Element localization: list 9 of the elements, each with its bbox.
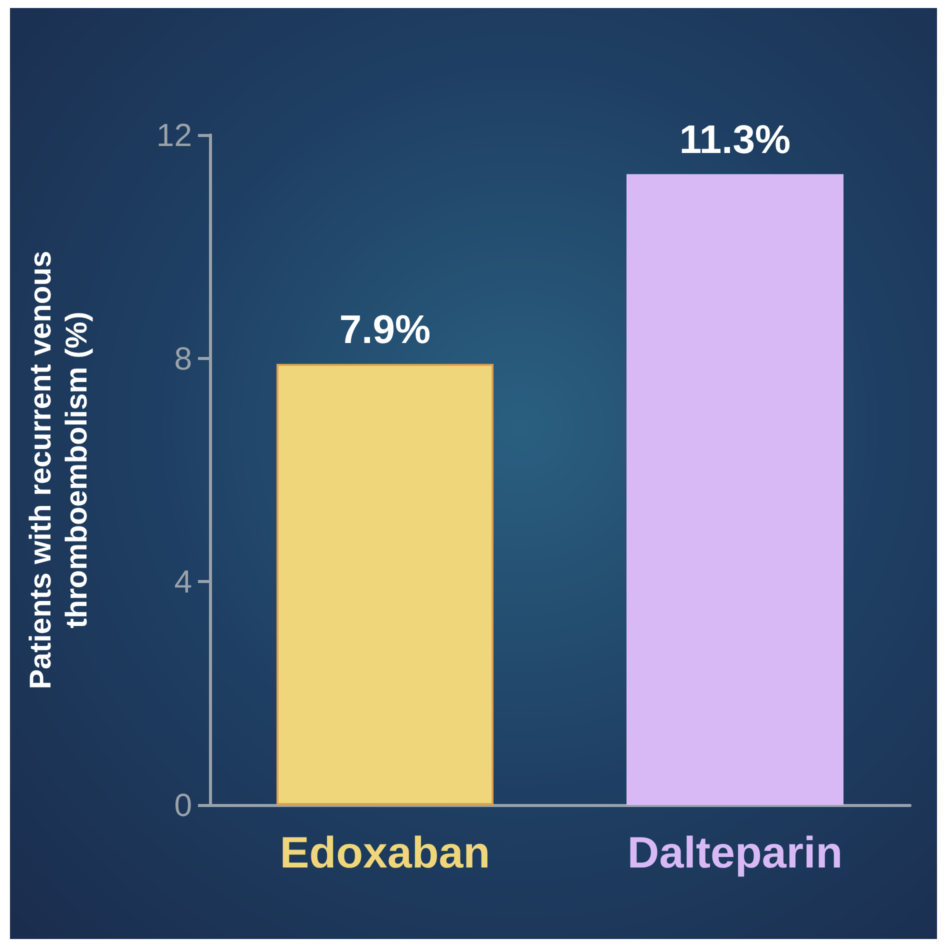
y-tick-label: 4: [174, 564, 192, 600]
y-axis-title: Patients with recurrent venous thromboembolism (%): [24, 250, 94, 690]
y-tick-label: 0: [174, 787, 192, 823]
y-tick-label: 12: [156, 117, 192, 153]
y-tick-label: 8: [174, 340, 192, 376]
x-tick-label: Dalteparin: [627, 828, 843, 878]
data-label: 7.9%: [339, 308, 431, 352]
data-label: 11.3%: [679, 118, 791, 162]
x-tick-label: Edoxaban: [280, 828, 490, 878]
